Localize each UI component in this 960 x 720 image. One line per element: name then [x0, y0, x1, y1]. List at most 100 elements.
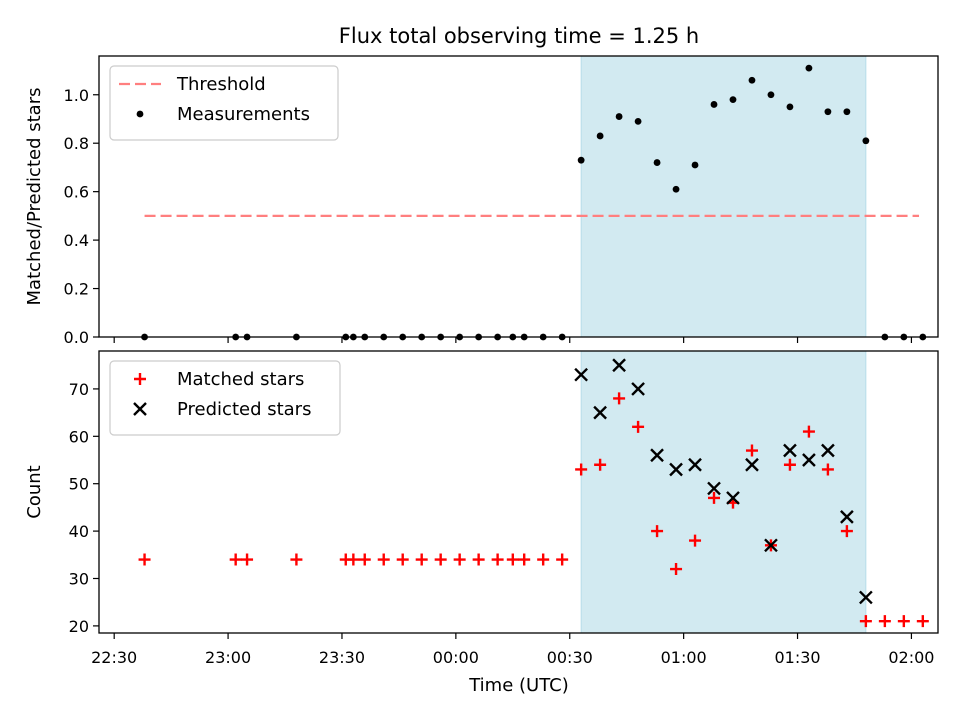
matched-point — [821, 463, 834, 476]
y-tick-label: 0.2 — [64, 280, 89, 299]
legend-box — [109, 360, 341, 436]
y-tick-label: 60 — [69, 427, 89, 446]
ratio-panel: 0.0 0.2 0.4 0.6 0.8 1.0 Matched/Predicted star… — [24, 55, 939, 347]
legend-label: Measurements — [177, 104, 310, 125]
predicted-point — [802, 453, 816, 467]
chart-title: Flux total observing time = 1.25 h — [339, 24, 699, 48]
matched-point — [377, 553, 390, 566]
x-tick-label: 00:30 — [547, 648, 593, 667]
measurement-point — [786, 103, 794, 111]
predicted-point — [745, 457, 759, 472]
y-tick-label: 0.4 — [64, 231, 89, 250]
x-tick-label: 22:30 — [91, 648, 137, 667]
observing-window — [580, 350, 867, 634]
predicted-point — [612, 358, 626, 373]
matched-point — [415, 553, 428, 566]
y-axis-label: Count — [24, 465, 45, 518]
measurement-point — [748, 76, 756, 84]
measurement-point — [824, 108, 832, 116]
matched-point — [138, 553, 151, 566]
matched-point — [396, 553, 409, 566]
matched-point — [651, 525, 664, 538]
matched-point — [453, 553, 466, 566]
matched-point — [358, 553, 371, 566]
x-tick-label: 01:30 — [774, 648, 820, 667]
matched-point — [594, 458, 607, 471]
matched-point — [745, 444, 758, 457]
measurement-point — [634, 118, 642, 125]
x-tick-label: 23:30 — [319, 648, 365, 667]
y-tick-label: 0.0 — [64, 328, 89, 347]
matched-point — [689, 534, 702, 547]
legend-label: Matched stars — [177, 369, 304, 390]
matched-point — [802, 425, 815, 438]
legend-label: Predicted stars — [177, 399, 311, 420]
y-tick-label: 0.8 — [64, 134, 89, 153]
observing-window — [580, 55, 867, 338]
matched-point — [632, 420, 645, 433]
x-tick-label: 01:00 — [661, 648, 707, 667]
measurement-point — [615, 113, 623, 120]
predicted-point — [669, 462, 683, 477]
measurement-point — [691, 161, 699, 169]
matched-point — [556, 553, 569, 566]
matched-point — [518, 553, 531, 566]
measurement-point — [805, 64, 813, 72]
predicted-point — [707, 481, 721, 496]
legend-box — [109, 65, 339, 141]
predicted-point — [840, 510, 854, 524]
measurement-point — [710, 101, 718, 108]
y-tick-label: 70 — [69, 380, 89, 399]
matched-point — [434, 553, 447, 566]
y-axis-label: Matched/Predicted stars — [24, 88, 45, 306]
measurement-point — [672, 185, 680, 193]
legend-matched-swatch — [134, 373, 146, 385]
count-panel: 20 30 40 50 60 70 22:30 23:00 23:30 00:00 00:30 01:… — [24, 350, 939, 667]
predicted-point — [574, 367, 588, 382]
measurement-point — [767, 91, 775, 99]
y-tick-label: 50 — [69, 475, 89, 494]
x-tick-label: 23:00 — [205, 648, 251, 667]
measurement-point — [653, 159, 661, 166]
measurement-point — [596, 132, 604, 140]
y-tick-label: 40 — [69, 522, 89, 541]
matched-point — [878, 615, 891, 628]
measurement-point — [577, 156, 585, 164]
axes-frame — [98, 55, 939, 338]
predicted-point — [859, 590, 873, 605]
matched-point — [347, 553, 360, 566]
measurement-point — [843, 108, 851, 116]
matched-point — [613, 392, 626, 405]
matched-point — [506, 553, 519, 566]
matched-point — [916, 615, 929, 628]
matched-point — [472, 553, 485, 566]
legend-label: Threshold — [176, 74, 266, 95]
x-axis-label: Time (UTC) — [468, 675, 569, 696]
measurement-point — [729, 96, 737, 104]
matched-point — [575, 463, 588, 476]
matched-point — [537, 553, 550, 566]
predicted-point — [821, 443, 835, 458]
matched-point — [241, 553, 254, 566]
predicted-point — [593, 405, 607, 420]
matched-point — [859, 615, 872, 628]
y-tick-label: 1.0 — [64, 86, 89, 105]
legend-measurement-swatch — [136, 110, 144, 118]
matched-point — [783, 458, 796, 471]
matched-point — [897, 615, 910, 628]
predicted-point — [726, 491, 740, 505]
y-tick-label: 30 — [69, 569, 89, 588]
y-tick-label: 0.6 — [64, 183, 89, 202]
x-tick-label: 00:00 — [433, 648, 479, 667]
matched-point — [229, 553, 242, 566]
legend-predicted-swatch — [133, 402, 147, 416]
axes-frame — [98, 350, 939, 634]
matched-point — [290, 553, 303, 566]
predicted-point — [783, 443, 797, 458]
predicted-point — [631, 382, 645, 396]
matched-point — [840, 525, 853, 538]
matched-point — [708, 491, 721, 504]
predicted-point — [764, 538, 778, 553]
y-tick-label: 20 — [69, 617, 89, 636]
